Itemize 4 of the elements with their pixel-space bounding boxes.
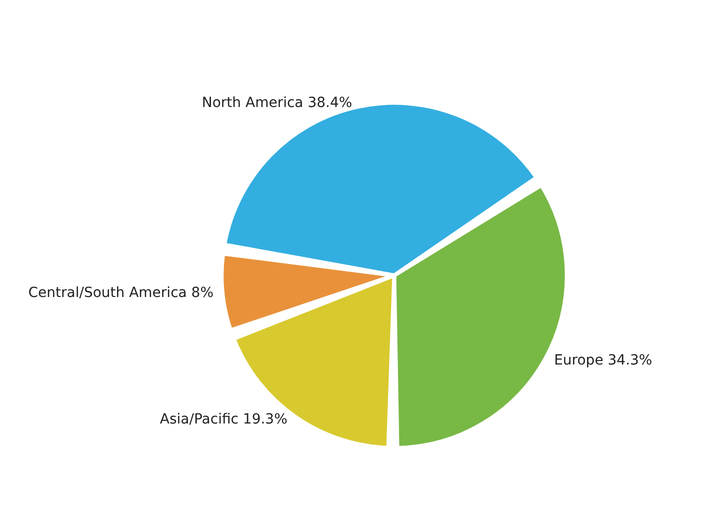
slice-label: North America 38.4%: [202, 94, 352, 111]
slice-label: Asia/Pacific 19.3%: [160, 412, 288, 428]
slice-label: Europe 34.3%: [554, 352, 652, 368]
slice-label: Central/South America 8%: [28, 284, 214, 301]
